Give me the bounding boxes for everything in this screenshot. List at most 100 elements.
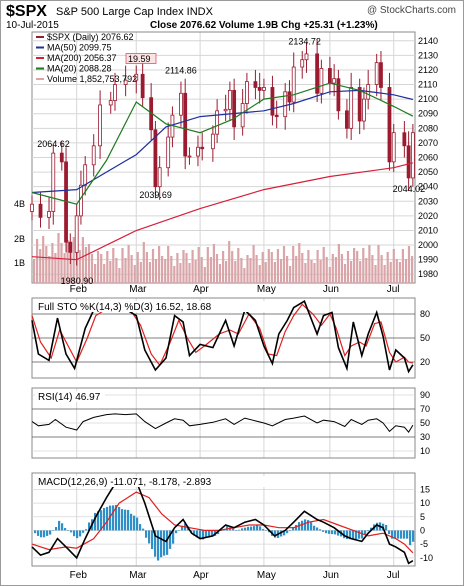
month-label-bottom: Jun: [323, 570, 339, 581]
volume-bar: [298, 243, 301, 283]
volume-bar: [100, 254, 103, 283]
candle-body: [200, 146, 205, 150]
candle-body: [315, 53, 320, 94]
candle-body: [300, 59, 305, 68]
volume-bar: [115, 258, 118, 283]
price-annotation: 2134.72: [288, 36, 321, 46]
volume-bar: [395, 259, 398, 283]
volume-bar: [350, 261, 353, 283]
month-label: Apr: [193, 284, 209, 295]
price-tick-label: 2000: [418, 240, 438, 250]
volume-bar: [222, 251, 225, 283]
macd-histogram-bar: [142, 528, 145, 531]
month-label: Jul: [387, 284, 400, 295]
candle-body: [134, 73, 139, 81]
candle-body: [59, 152, 64, 163]
macd-histogram-bar: [157, 530, 160, 561]
candle-body: [379, 62, 383, 88]
volume-bar: [368, 245, 371, 283]
macd-histogram-bar: [304, 519, 307, 531]
price-tick-label: 2040: [418, 182, 438, 192]
macd-histogram-bar: [232, 528, 235, 531]
sto-title-bg: [35, 301, 290, 312]
rsi-line: [31, 413, 414, 433]
macd-histogram-bar: [178, 530, 181, 531]
macd-histogram-bar: [235, 530, 238, 531]
macd-histogram-bar: [337, 530, 340, 536]
macd-histogram-bar: [106, 506, 109, 531]
volume-bar: [191, 250, 194, 283]
volume-bar: [325, 257, 328, 283]
candle-body: [227, 89, 232, 110]
macd-histogram-bar: [76, 530, 79, 539]
volume-bar: [404, 259, 408, 283]
macd-histogram-bar: [301, 520, 304, 531]
volume-bar: [371, 255, 374, 283]
macd-histogram-bar: [349, 530, 352, 540]
price-annotation: 2044.02: [393, 184, 426, 194]
ma200-tag-text: 19.59: [128, 54, 151, 64]
month-label: Mar: [129, 284, 147, 295]
candle-body: [391, 132, 396, 163]
volume-bar: [337, 244, 340, 283]
volume-bar: [228, 241, 231, 283]
macd-histogram-bar: [361, 530, 364, 539]
macd-histogram-bar: [73, 530, 76, 537]
volume-bar: [51, 243, 54, 283]
macd-histogram-bar: [199, 530, 202, 539]
macd-histogram-bar: [412, 530, 415, 542]
macd-histogram-bar: [40, 530, 43, 538]
macd-histogram-bar: [148, 530, 151, 544]
macd-histogram-bar: [289, 530, 292, 532]
candle-body: [196, 146, 200, 157]
sto-tick-label: 80: [420, 309, 430, 319]
volume-bar: [353, 248, 356, 283]
macd-histogram-bar: [265, 530, 268, 531]
rsi-tick-label: 70: [420, 404, 430, 414]
macd-histogram-bar: [151, 530, 154, 550]
macd-histogram-bar: [367, 530, 370, 532]
volume-bar: [200, 257, 203, 283]
chart-date: 10-Jul-2015: [6, 20, 59, 31]
macd-histogram-bar: [82, 530, 85, 533]
macd-histogram-bar: [322, 530, 325, 532]
rsi-tick-label: 30: [420, 432, 430, 442]
macd-histogram-bar: [37, 530, 40, 536]
ma200-value-tag: [125, 53, 157, 64]
month-label-bottom: Jul: [387, 570, 400, 581]
volume-bar: [261, 252, 264, 283]
candle-body: [47, 211, 51, 218]
volume-bar: [106, 251, 109, 283]
macd-histogram-bar: [124, 509, 127, 531]
macd-histogram-bar: [121, 509, 124, 531]
macd-histogram-bar: [352, 530, 355, 540]
legend-entry: MA(200) 2056.37: [47, 53, 117, 63]
macd-histogram-bar: [250, 526, 253, 531]
macd-signal-line: [31, 491, 414, 554]
price-tick-label: 2050: [418, 167, 438, 177]
macd-histogram-bar: [385, 524, 388, 531]
volume-bar: [212, 244, 215, 283]
volume-bar: [392, 249, 395, 283]
volume-bar: [45, 246, 48, 283]
candle-body: [357, 87, 362, 122]
ticker-symbol: $SPX: [6, 3, 47, 20]
candle-body: [304, 53, 309, 61]
macd-histogram-bar: [193, 530, 196, 536]
candle-body: [327, 68, 332, 84]
volume-bar: [127, 245, 130, 283]
macd-histogram-bar: [85, 529, 88, 531]
candle-body: [223, 108, 228, 112]
volume-bar: [136, 252, 139, 283]
macd-histogram-bar: [358, 530, 361, 539]
macd-histogram-bar: [136, 517, 139, 531]
volume-bar: [234, 261, 237, 283]
volume-bar: [362, 248, 365, 283]
volume-bar: [151, 249, 155, 283]
macd-histogram-bar: [388, 530, 391, 535]
volume-bar: [310, 260, 313, 283]
candle-body: [319, 68, 324, 94]
volume-bar: [97, 251, 100, 283]
price-tick-label: 1990: [418, 255, 438, 265]
macd-histogram-bar: [97, 511, 100, 531]
